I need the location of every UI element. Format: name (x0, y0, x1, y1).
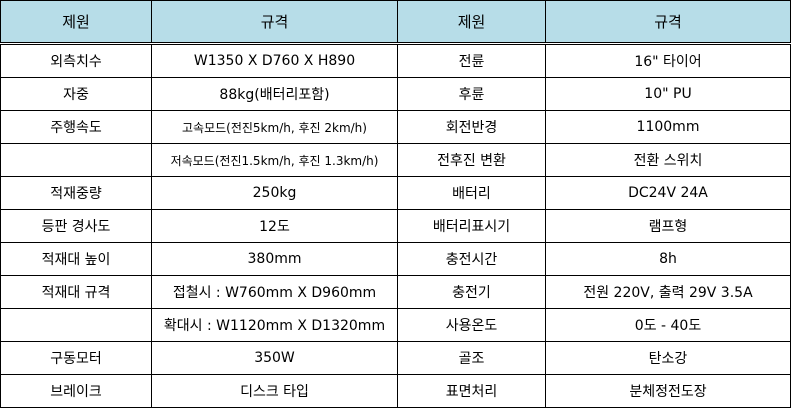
spec-name-cell: 사용온도 (397, 308, 546, 342)
spec-name-cell: 주행속도 (0, 110, 152, 144)
table-row: 구동모터 350W 골조 탄소강 (0, 341, 791, 375)
spec-value-cell: 10" PU (545, 77, 791, 111)
spec-name-cell: 후륜 (397, 77, 546, 111)
spec-name-cell: 브레이크 (0, 374, 152, 408)
spec-name-cell: 충전시간 (397, 242, 546, 276)
spec-name-cell: 적재대 규격 (0, 275, 152, 309)
table-row: 적재중량 250kg 배터리 DC24V 24A (0, 176, 791, 210)
header-value: 규격 (545, 0, 791, 45)
spec-name-cell (0, 143, 152, 177)
spec-name-cell: 충전기 (397, 275, 546, 309)
table-row: 적재대 규격 접철시 : W760mm X D960mm 충전기 전원 220V, 출… (0, 275, 791, 309)
spec-value-cell: 분체정전도장 (545, 374, 791, 408)
spec-value-cell: 88kg(배터리포함) (151, 77, 398, 111)
table-row: 브레이크 디스크 타입 표면처리 분체정전도장 (0, 374, 791, 408)
spec-value-cell: 접철시 : W760mm X D960mm (151, 275, 398, 309)
spec-value-cell: 350W (151, 341, 398, 375)
spec-name-cell: 적재대 높이 (0, 242, 152, 276)
spec-name-cell: 전후진 변환 (397, 143, 546, 177)
header-value: 규격 (151, 0, 398, 45)
header-spec: 제원 (0, 0, 152, 45)
table-row: 등판 경사도 12도 배터리표시기 램프형 (0, 209, 791, 243)
spec-value-cell: 탄소강 (545, 341, 791, 375)
spec-value-cell: 디스크 타입 (151, 374, 398, 408)
spec-value-cell: 전환 스위치 (545, 143, 791, 177)
spec-name-cell: 배터리 (397, 176, 546, 210)
table-row: 외측치수 W1350 X D760 X H890 전륜 16" 타이어 (0, 43, 791, 78)
spec-value-cell: 저속모드(전진1.5km/h, 후진 1.3km/h) (151, 143, 398, 177)
spec-value-cell: 1100mm (545, 110, 791, 144)
spec-value-cell: 8h (545, 242, 791, 276)
spec-value-cell: 고속모드(전진5km/h, 후진 2km/h) (151, 110, 398, 144)
table-row: 적재대 높이 380mm 충전시간 8h (0, 242, 791, 276)
spec-name-cell: 회전반경 (397, 110, 546, 144)
spec-value-cell: 확대시 : W1120mm X D1320mm (151, 308, 398, 342)
spec-value-cell: 0도 - 40도 (545, 308, 791, 342)
spec-name-cell: 표면처리 (397, 374, 546, 408)
spec-value-cell: 16" 타이어 (545, 43, 791, 78)
spec-value-cell: 250kg (151, 176, 398, 210)
spec-value-cell: W1350 X D760 X H890 (151, 43, 398, 78)
spec-name-cell: 골조 (397, 341, 546, 375)
spec-name-cell: 자중 (0, 77, 152, 111)
spec-name-cell: 적재중량 (0, 176, 152, 210)
table-row: 주행속도 고속모드(전진5km/h, 후진 2km/h) 회전반경 1100mm (0, 110, 791, 144)
spec-name-cell: 등판 경사도 (0, 209, 152, 243)
table-row: 저속모드(전진1.5km/h, 후진 1.3km/h) 전후진 변환 전환 스위치 (0, 143, 791, 177)
spec-value-cell: 램프형 (545, 209, 791, 243)
header-row: 제원 규격 제원 규격 (0, 0, 791, 45)
header-spec: 제원 (397, 0, 546, 45)
table-row: 확대시 : W1120mm X D1320mm 사용온도 0도 - 40도 (0, 308, 791, 342)
spec-name-cell: 배터리표시기 (397, 209, 546, 243)
spec-value-cell: 380mm (151, 242, 398, 276)
spec-name-cell: 구동모터 (0, 341, 152, 375)
spec-value-cell: DC24V 24A (545, 176, 791, 210)
spec-name-cell: 전륜 (397, 43, 546, 78)
spec-value-cell: 12도 (151, 209, 398, 243)
table-row: 자중 88kg(배터리포함) 후륜 10" PU (0, 77, 791, 111)
spec-value-cell: 전원 220V, 출력 29V 3.5A (545, 275, 791, 309)
spec-name-cell (0, 308, 152, 342)
spec-name-cell: 외측치수 (0, 43, 152, 78)
